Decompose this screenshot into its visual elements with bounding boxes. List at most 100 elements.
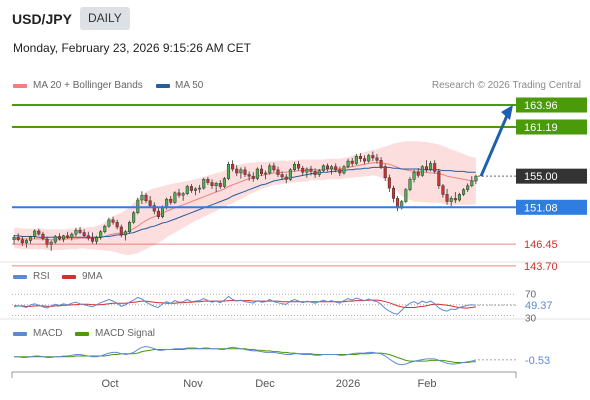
candle bbox=[33, 229, 37, 239]
candle bbox=[111, 216, 115, 225]
candle-body bbox=[20, 239, 24, 244]
candle-body bbox=[41, 233, 45, 240]
candle-body bbox=[429, 163, 433, 171]
timestamp: Monday, February 23, 2026 9:15:26 AM CET bbox=[13, 41, 251, 55]
candle-body bbox=[424, 166, 428, 171]
candle-body bbox=[82, 232, 86, 236]
candle-body bbox=[251, 175, 255, 179]
candle-body bbox=[338, 169, 342, 174]
candle-body bbox=[325, 165, 330, 170]
pivot-label: 143.70 bbox=[524, 261, 558, 273]
candle-body bbox=[350, 160, 354, 164]
support-label: 151.08 bbox=[516, 199, 587, 215]
candle bbox=[169, 196, 173, 205]
candle-body bbox=[115, 221, 119, 228]
candle bbox=[297, 161, 301, 171]
candle-body bbox=[404, 189, 408, 202]
candle bbox=[457, 192, 461, 202]
candle-body bbox=[305, 168, 309, 173]
candle bbox=[466, 183, 470, 193]
candle-body bbox=[453, 198, 457, 201]
candle-body bbox=[70, 233, 74, 238]
candle bbox=[268, 163, 272, 175]
candle bbox=[123, 230, 127, 241]
macd-signal-legend-swatch bbox=[75, 332, 89, 336]
currency-pair-title: USD/JPY bbox=[12, 11, 72, 27]
candle-body bbox=[408, 179, 412, 190]
candle-body bbox=[433, 163, 437, 172]
candle bbox=[305, 167, 309, 178]
candle bbox=[259, 165, 264, 177]
candle bbox=[95, 235, 99, 245]
candle-body bbox=[37, 230, 41, 235]
x-axis-tick-label: Dec bbox=[255, 378, 275, 390]
pivot-label-text: 146.45 bbox=[524, 239, 558, 251]
candle-body bbox=[284, 176, 288, 180]
candle-body bbox=[321, 165, 325, 171]
candle-body bbox=[95, 237, 99, 242]
candle bbox=[185, 184, 189, 196]
rsi-current-label: 49.37 bbox=[525, 300, 553, 312]
candle-body bbox=[57, 236, 61, 240]
candle-body bbox=[156, 210, 160, 217]
candle bbox=[41, 231, 45, 241]
candle-body bbox=[259, 168, 264, 175]
candle-body bbox=[297, 163, 301, 169]
resistance-label-text: 163.96 bbox=[524, 100, 558, 112]
candle bbox=[453, 192, 457, 204]
candle-body bbox=[86, 235, 90, 239]
candle bbox=[99, 230, 103, 240]
current-price-label: 155.00 bbox=[516, 168, 587, 184]
candle-body bbox=[53, 236, 57, 243]
rsi-legend-label: RSI bbox=[33, 271, 50, 282]
candle bbox=[408, 176, 412, 192]
candle bbox=[255, 167, 259, 181]
candle-body bbox=[132, 212, 136, 223]
ma20-legend-label: MA 20 + Bollinger Bands bbox=[33, 80, 143, 91]
candle bbox=[243, 166, 247, 177]
candle bbox=[462, 188, 466, 197]
resistance-label-text: 161.19 bbox=[524, 122, 558, 134]
candle bbox=[321, 164, 325, 173]
candle-body bbox=[226, 163, 231, 179]
projection-arrow-head bbox=[501, 105, 513, 120]
candle bbox=[416, 168, 420, 178]
macd-line bbox=[14, 345, 477, 366]
candle bbox=[193, 187, 198, 196]
candle bbox=[189, 184, 193, 193]
candle-body bbox=[470, 180, 474, 186]
candle bbox=[235, 165, 239, 177]
candle-body bbox=[441, 185, 445, 195]
candle bbox=[445, 188, 449, 205]
candle-body bbox=[189, 186, 193, 191]
x-axis-tick-label: Oct bbox=[101, 378, 118, 390]
macd-current-label: -0.53 bbox=[525, 355, 550, 367]
rsi-ma-legend-swatch bbox=[62, 275, 76, 279]
candle bbox=[383, 164, 387, 181]
resistance-label: 163.96 bbox=[516, 97, 587, 113]
candle-body bbox=[198, 187, 202, 190]
candle bbox=[420, 165, 424, 177]
rsi-legend-swatch bbox=[13, 275, 27, 279]
timeframe-badge[interactable]: DAILY bbox=[80, 7, 130, 30]
candle bbox=[313, 168, 317, 178]
candle bbox=[90, 232, 94, 244]
candle bbox=[247, 171, 251, 181]
candle bbox=[371, 151, 375, 162]
candle-body bbox=[152, 205, 156, 212]
candle-body bbox=[437, 171, 441, 186]
candle-body bbox=[420, 166, 424, 176]
candle-body bbox=[474, 175, 478, 182]
candle-body bbox=[272, 165, 276, 171]
candle-body bbox=[78, 229, 82, 233]
candle bbox=[231, 160, 235, 172]
candle bbox=[24, 238, 28, 248]
rsi-tick-label: 30 bbox=[525, 313, 537, 324]
candle-body bbox=[29, 236, 33, 241]
ma50-line bbox=[14, 166, 476, 238]
candle-body bbox=[181, 193, 185, 196]
candle bbox=[412, 169, 416, 183]
candle bbox=[82, 229, 86, 238]
candle-body bbox=[292, 163, 297, 171]
